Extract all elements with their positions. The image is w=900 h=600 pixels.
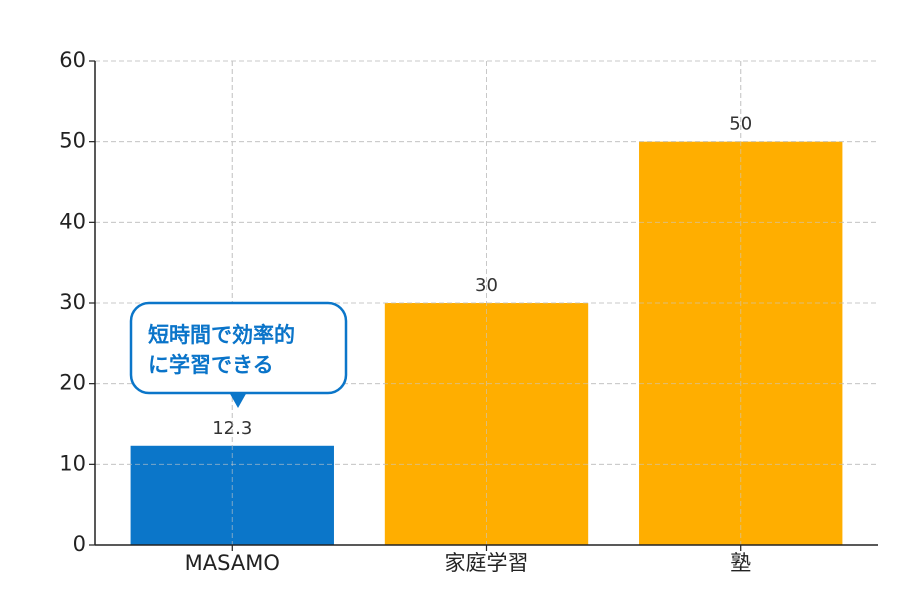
y-tick-label: 20 xyxy=(59,371,86,395)
value-label: 50 xyxy=(729,114,752,135)
callout-text: 短時間で効率的 xyxy=(148,323,295,347)
x-tick-label: 家庭学習 xyxy=(445,551,529,575)
callout-text: に学習できる xyxy=(148,353,274,377)
y-tick-label: 10 xyxy=(59,451,86,475)
y-tick-label: 30 xyxy=(59,290,86,314)
callout-pointer xyxy=(229,392,247,408)
y-tick-label: 50 xyxy=(59,129,86,153)
callout-box xyxy=(129,301,348,395)
y-tick-label: 40 xyxy=(59,209,86,233)
y-tick-label: 0 xyxy=(73,532,86,556)
x-tick-label: 塾 xyxy=(730,551,751,575)
y-tick-label: 60 xyxy=(59,48,86,72)
value-label: 12.3 xyxy=(212,418,252,439)
x-tick-label: MASAMO xyxy=(185,551,280,575)
